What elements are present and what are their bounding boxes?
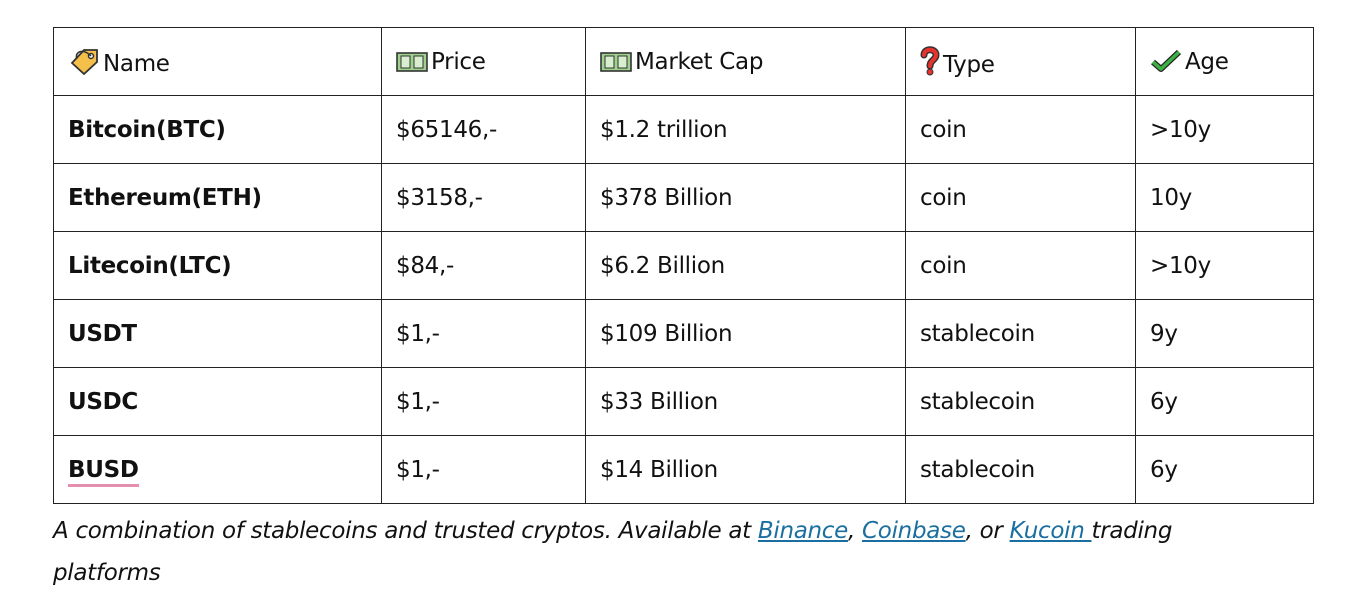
table-cell: >10y [1135, 231, 1314, 300]
cell-text: coin [920, 116, 967, 143]
header-cell: Age [1135, 27, 1314, 96]
header-text: Age [1185, 48, 1229, 75]
table-cell: coin [905, 231, 1136, 300]
table-cell: $109 Billion [585, 299, 906, 368]
cell-text: USDC [68, 388, 139, 415]
table-row: Bitcoin(BTC) $65146,- $1.2 trillion coin >10… [53, 95, 1314, 164]
table-cell: coin [905, 163, 1136, 232]
table-cell: 10y [1135, 163, 1314, 232]
caption-text: , [848, 518, 863, 544]
caption-text: A combination of stablecoins and trusted… [53, 518, 758, 544]
cell-text: stablecoin [920, 456, 1035, 483]
table-row: USDC $1,- $33 Billion stablecoin 6y [53, 367, 1314, 436]
cell-text: Litecoin(LTC) [68, 252, 232, 279]
header-text: Name [103, 50, 170, 77]
table-cell: $1,- [381, 299, 586, 368]
table-cell: 6y [1135, 367, 1314, 436]
cell-text: BUSD [68, 456, 139, 487]
header-cell: Price [381, 27, 586, 96]
name-cell: Litecoin(LTC) [53, 231, 382, 300]
table-cell: $65146,- [381, 95, 586, 164]
table-row: USDT $1,- $109 Billion stablecoin 9y [53, 299, 1314, 368]
header-row: Name Price Market Cap Type Age [53, 27, 1314, 96]
cell-text: Bitcoin(BTC) [68, 116, 226, 143]
name-cell: Bitcoin(BTC) [53, 95, 382, 164]
name-cell: USDT [53, 299, 382, 368]
cell-text: Ethereum(ETH) [68, 184, 262, 211]
link[interactable]: Coinbase [862, 518, 966, 544]
cell-text: $1,- [396, 388, 440, 415]
cell-text: $1.2 trillion [600, 116, 728, 143]
cell-text: $1,- [396, 456, 440, 483]
crypto-table: Name Price Market Cap Type Age Bitcoin(B… [53, 27, 1314, 504]
cell-text: >10y [1150, 116, 1211, 143]
cell-text: coin [920, 252, 967, 279]
cell-text: $1,- [396, 320, 440, 347]
table-row: BUSD $1,- $14 Billion stablecoin 6y [53, 435, 1314, 504]
name-cell: BUSD [53, 435, 382, 504]
cell-text: $3158,- [396, 184, 483, 211]
name-cell: Ethereum(ETH) [53, 163, 382, 232]
table-cell: coin [905, 95, 1136, 164]
cell-text: USDT [68, 320, 137, 347]
table-cell: $6.2 Billion [585, 231, 906, 300]
table-row: Litecoin(LTC) $84,- $6.2 Billion coin >10y [53, 231, 1314, 300]
cell-text: 10y [1150, 184, 1192, 211]
header-cell: Market Cap [585, 27, 906, 96]
cell-text: 6y [1150, 456, 1178, 483]
question-icon [920, 45, 940, 75]
table-cell: $1,- [381, 367, 586, 436]
cell-text: 6y [1150, 388, 1178, 415]
cell-text: >10y [1150, 252, 1211, 279]
cell-text: $33 Billion [600, 388, 718, 415]
header-text: Type [943, 51, 995, 78]
table-cell: $1,- [381, 435, 586, 504]
check-icon [1151, 49, 1182, 72]
table-cell: $33 Billion [585, 367, 906, 436]
cell-text: stablecoin [920, 320, 1035, 347]
header-cell: Name [53, 27, 382, 96]
cell-text: $6.2 Billion [600, 252, 725, 279]
header-text: Market Cap [635, 48, 764, 75]
tag-icon [70, 48, 98, 75]
table-cell: $84,- [381, 231, 586, 300]
cell-text: $14 Billion [600, 456, 718, 483]
table-cell: 6y [1135, 435, 1314, 504]
cell-text: 9y [1150, 320, 1178, 347]
document: Name Price Market Cap Type Age Bitcoin(B… [53, 27, 1314, 594]
header-cell: Type [905, 27, 1136, 96]
table-row: Ethereum(ETH) $3158,- $378 Billion coin 10y [53, 163, 1314, 232]
money-icon [600, 51, 632, 72]
table-cell: $1.2 trillion [585, 95, 906, 164]
caption: A combination of stablecoins and trusted… [53, 510, 1233, 594]
caption-text: trading platforms [53, 518, 1173, 586]
cell-text: $84,- [396, 252, 455, 279]
table-cell: stablecoin [905, 299, 1136, 368]
table-cell: 9y [1135, 299, 1314, 368]
table-cell: stablecoin [905, 367, 1136, 436]
link[interactable]: Kucoin [1009, 518, 1092, 544]
caption-text: , or [965, 518, 1010, 544]
cell-text: $65146,- [396, 116, 498, 143]
table-cell: >10y [1135, 95, 1314, 164]
table-cell: $3158,- [381, 163, 586, 232]
table-cell: stablecoin [905, 435, 1136, 504]
cell-text: $109 Billion [600, 320, 733, 347]
cell-text: stablecoin [920, 388, 1035, 415]
money-icon [396, 51, 428, 72]
header-text: Price [431, 48, 486, 75]
cell-text: $378 Billion [600, 184, 733, 211]
table-cell: $378 Billion [585, 163, 906, 232]
name-cell: USDC [53, 367, 382, 436]
table-body: Bitcoin(BTC) $65146,- $1.2 trillion coin >10… [53, 95, 1314, 504]
cell-text: coin [920, 184, 967, 211]
link[interactable]: Binance [757, 518, 849, 544]
table-cell: $14 Billion [585, 435, 906, 504]
